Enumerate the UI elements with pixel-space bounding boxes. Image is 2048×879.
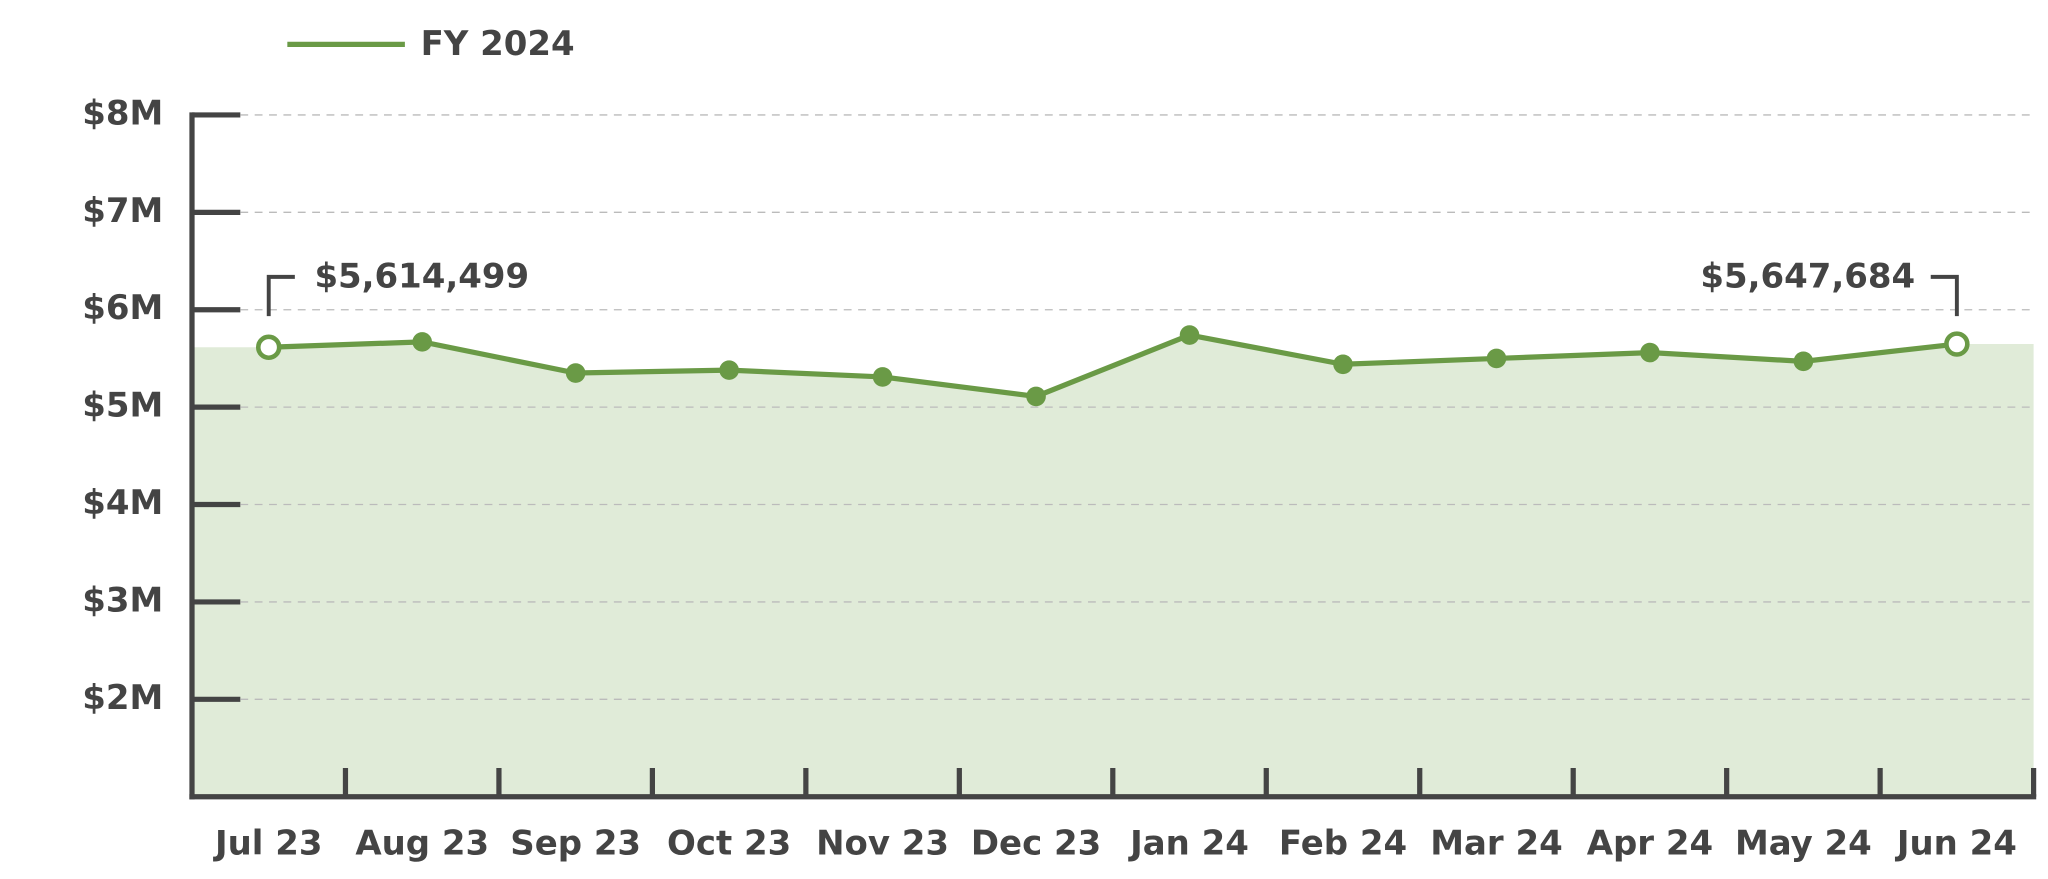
point (1640, 342, 1660, 363)
x-tick-label: Dec 23 (971, 824, 1101, 864)
label-bracket (1930, 274, 1959, 317)
point (1793, 351, 1814, 372)
y-tick-label: $4M (82, 483, 163, 523)
x-tick-label: Feb 24 (1279, 824, 1407, 864)
x-tick-label: Sep 23 (510, 824, 641, 864)
y-tick-label: $3M (82, 580, 163, 620)
y-tick-label: $8M (82, 93, 163, 133)
x-tick-label: Mar 24 (1430, 824, 1562, 864)
point (719, 360, 739, 380)
x-tick-label: Jan 24 (1128, 824, 1249, 864)
x-tick-label: Jun 24 (1895, 824, 2017, 864)
point (1944, 331, 1970, 357)
y-tick-label: $6M (82, 288, 163, 328)
x-tick-label: Apr 24 (1587, 824, 1713, 864)
plot: $2M $3M $4M $5M $6M $7M $8M Jul 23 Aug 23 Sep 23 O… (82, 24, 2037, 864)
y-tick-label: $5M (82, 386, 163, 426)
value-label: $5,614,499 (314, 257, 529, 297)
line (268, 332, 1958, 400)
value-label: $5,647,684 (1700, 257, 1915, 297)
x-tick-label: Nov 23 (816, 824, 949, 864)
area (191, 335, 2034, 797)
point (1333, 354, 1353, 375)
x-tick-label: Aug 23 (355, 824, 489, 864)
x-tick-label: Oct 23 (667, 824, 791, 864)
x-tick-label: Jul 23 (213, 824, 322, 864)
point (565, 363, 586, 383)
point (872, 367, 893, 387)
legend-label: FY 2024 (421, 24, 575, 64)
y-tick-label: $7M (82, 191, 163, 231)
point (255, 334, 282, 361)
point (412, 332, 432, 352)
point (1026, 386, 1046, 407)
label-bracket (266, 274, 295, 317)
point (1486, 348, 1507, 369)
y-tick-label: $2M (82, 678, 163, 718)
point (1179, 325, 1200, 345)
x-tick-label: May 24 (1735, 824, 1872, 864)
